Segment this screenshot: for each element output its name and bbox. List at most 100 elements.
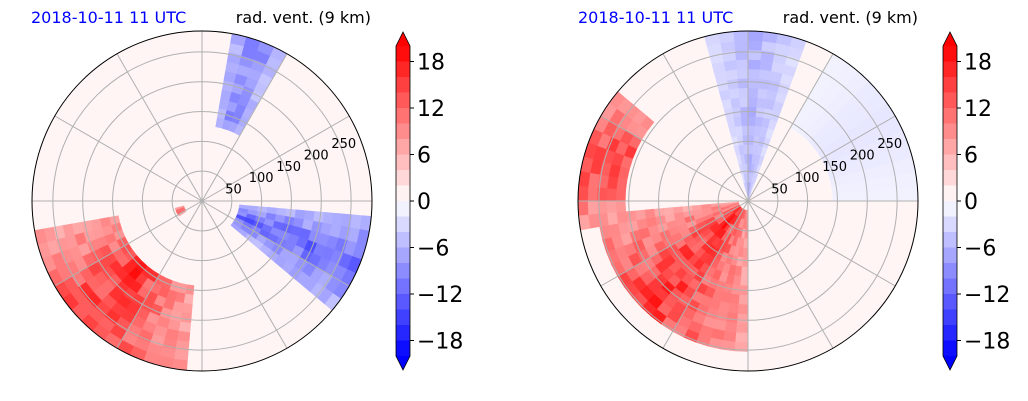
field-cell [841,191,853,202]
field-cell [295,191,307,202]
radial-tick-label: 250 [877,137,902,152]
field-cell [248,200,259,207]
field-cell [758,321,772,334]
field-cell [194,115,203,127]
colorbar-band [943,77,957,93]
field-cell [672,187,684,196]
field-cell [201,87,213,98]
field-cell [625,210,637,223]
field-cell [41,186,52,202]
angular-gridline [600,200,749,287]
colorbar-tick-label: 6 [417,144,431,169]
field-cell [741,266,749,277]
radial-tick-label: 150 [276,160,301,175]
colorbar-band [943,201,957,217]
field-cell [201,125,209,136]
colorbar-band [396,263,410,279]
colorbar-band [396,46,410,62]
field-cell [342,200,354,215]
colorbar: 18 12 6 0 −6 −12 −18 [942,31,1010,371]
field-cell [624,200,636,213]
field-cell [201,294,212,306]
field-cell [794,200,805,207]
field-cell [88,180,101,193]
field-cell [747,304,759,315]
field-cell [154,196,165,202]
field-cell [724,321,738,334]
field-cell [737,304,749,315]
colorbar-tick-label: −6 [417,237,449,262]
colorbar-tick-label: 18 [417,51,445,76]
colorbar-band [943,123,957,140]
field-cell [186,31,203,42]
field-cell [724,68,738,81]
field-cell [841,200,853,211]
field-cell [187,40,203,51]
colorbar-band [396,232,410,248]
field-cell [747,134,755,145]
field-cell [615,200,627,213]
field-cell [747,351,763,362]
field-cell [747,96,758,108]
field-cell [212,321,226,334]
field-cell [740,275,749,287]
field-cell [192,96,203,108]
colorbar-band [943,108,957,124]
field-cell [733,40,749,51]
field-layer [578,31,918,371]
field-cell [313,210,325,223]
field-cell [643,200,655,211]
colorbar-band [943,154,957,171]
radial-tick-label: 100 [249,171,274,186]
angular-gridline [662,200,749,349]
colorbar-band [396,139,410,155]
field-cell [294,208,306,220]
field-cell [361,185,372,202]
field-cell [726,78,739,90]
field-cell [135,194,146,202]
field-cell [323,189,335,202]
field-cell [126,187,138,196]
colorbar-band [943,340,957,357]
field-cell [88,200,99,212]
field-cell [201,68,214,80]
colorbar-band [396,294,410,310]
field-cell [907,185,918,202]
colorbar-band [943,170,957,186]
field-cell [191,304,203,315]
field-cell [736,313,749,325]
angular-gridline [54,200,203,287]
colorbar-band [396,201,410,217]
field-cell [201,313,214,325]
field-cell [624,189,636,202]
field-cell [747,322,760,334]
field-cell [634,190,645,202]
field-cell [888,200,900,215]
field-cell [879,188,890,202]
colorbar-band [943,46,957,62]
field-cell [201,31,218,42]
colorbar-extend-min [396,356,410,370]
field-cell [747,360,764,371]
field-cell [691,195,702,202]
colorbar-band [396,108,410,124]
field-cell [840,208,852,220]
field-cell [596,200,608,215]
colorbar-band [396,309,410,326]
field-cell [753,125,762,137]
field-cell [69,189,81,202]
field-cell [69,211,82,225]
field-cell [859,210,871,223]
colorbar-band [396,216,410,233]
field-cell [239,200,250,206]
field-cell [747,49,762,61]
field-cell [313,179,325,192]
field-cell [625,179,637,192]
field-cell [303,209,316,222]
colorbar-tick-label: 6 [964,144,978,169]
field-cell [276,200,288,209]
field-cell [879,200,890,214]
field-cell [747,153,753,164]
angular-gridline [201,53,288,202]
angular-gridline [747,115,896,202]
